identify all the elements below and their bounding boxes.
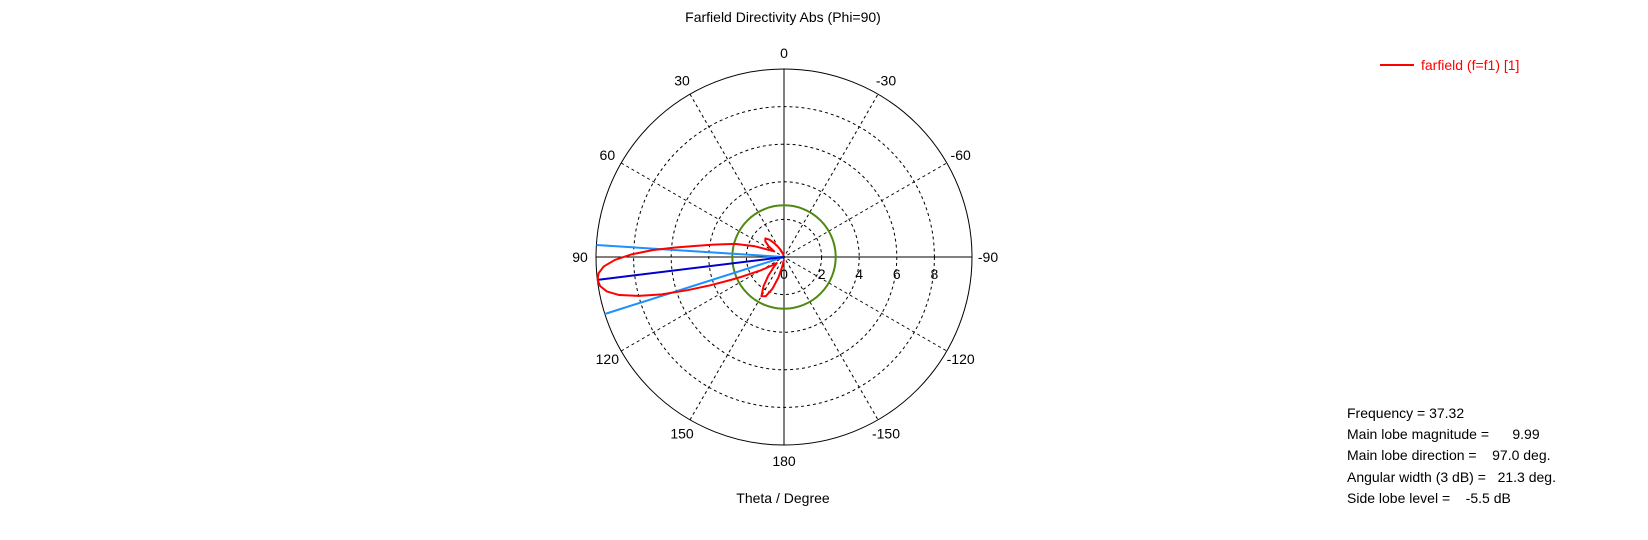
legend-swatch xyxy=(1380,64,1414,66)
threshold-circle xyxy=(731,204,837,310)
angular-width-text: Angular width (3 dB) = 21.3 deg. xyxy=(1347,468,1556,485)
angle-tick-label: 60 xyxy=(600,147,616,163)
radial-tick-label: 4 xyxy=(855,266,863,282)
radial-tick-label: 0 xyxy=(780,266,788,282)
main-lobe-magnitude-text: Main lobe magnitude = 9.99 xyxy=(1347,426,1540,443)
main-lobe-direction-text: Main lobe direction = 97.0 deg. xyxy=(1347,447,1551,464)
angle-tick-label: 0 xyxy=(780,45,788,61)
tick-labels: 0 -30 -60 -90 -120 -150 180 150 120 90 60 30 0 2 4 6 8 xyxy=(572,45,998,469)
radial-tick-label: 2 xyxy=(818,266,826,282)
chart-title: Farfield Directivity Abs (Phi=90) xyxy=(685,9,881,25)
x-axis-label: Theta / Degree xyxy=(736,490,830,506)
angle-tick-label: 30 xyxy=(674,72,690,88)
markers xyxy=(596,204,837,315)
angle-tick-label: -60 xyxy=(951,147,971,163)
frequency-text: Frequency = 37.32 xyxy=(1347,405,1465,421)
angle-tick-label: -90 xyxy=(978,249,998,265)
curves xyxy=(596,237,785,298)
radial-tick-label: 8 xyxy=(931,266,939,282)
angle-tick-label: -150 xyxy=(872,426,900,442)
side-lobe-level-text: Side lobe level = -5.5 dB xyxy=(1347,489,1511,506)
legend-label: farfield (f=f1) [1] xyxy=(1421,57,1520,73)
pattern-curve xyxy=(596,237,785,298)
results-panel: Frequency = 37.32 Main lobe magnitude = … xyxy=(1347,403,1556,509)
angle-tick-label: 120 xyxy=(596,351,620,367)
outer-ring xyxy=(595,68,973,446)
main-lobe-line xyxy=(597,256,785,281)
angle-tick-label: 90 xyxy=(572,249,588,265)
beamwidth-edge-line xyxy=(604,256,785,315)
angle-tick-label: -30 xyxy=(876,72,896,88)
angle-tick-label: 180 xyxy=(772,453,796,469)
angle-tick-label: -120 xyxy=(947,351,975,367)
radial-tick-label: 6 xyxy=(893,266,901,282)
beamwidth-edge-line xyxy=(596,244,785,258)
angle-tick-label: 150 xyxy=(670,426,694,442)
